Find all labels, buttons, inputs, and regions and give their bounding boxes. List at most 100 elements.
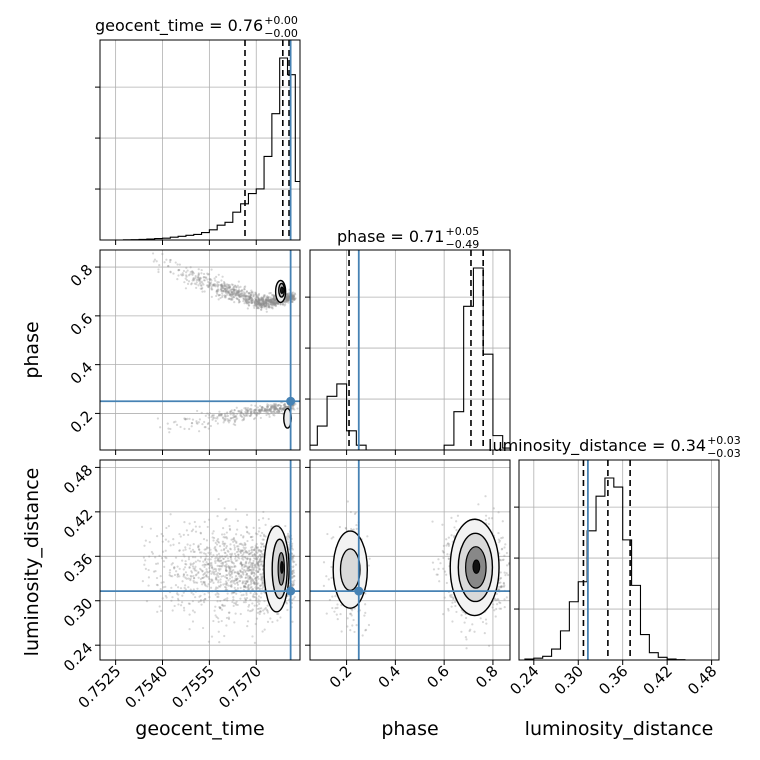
- sample-point: [255, 414, 258, 417]
- sample-point: [248, 559, 252, 562]
- sample-point: [273, 299, 277, 302]
- sample-point: [193, 277, 196, 280]
- sample-point: [291, 584, 294, 587]
- sample-point: [235, 578, 238, 581]
- sample-point: [284, 303, 287, 306]
- title-luminosity_distance: luminosity_distance = 0.34 +0.03−0.03: [488, 434, 741, 460]
- sample-point: [218, 293, 222, 297]
- sample-point: [199, 594, 202, 597]
- sample-point: [222, 557, 225, 560]
- sample-point: [219, 413, 222, 416]
- sample-point: [250, 409, 253, 412]
- sample-point: [277, 409, 280, 412]
- sample-point: [254, 291, 257, 294]
- sample-point: [229, 548, 232, 551]
- sample-point: [182, 573, 186, 576]
- sample-point: [251, 568, 255, 571]
- sample-point: [279, 407, 282, 411]
- sample-point: [225, 569, 228, 573]
- sample-point: [242, 299, 245, 303]
- sample-point: [504, 543, 507, 546]
- sample-point: [209, 553, 212, 556]
- sample-point: [501, 558, 504, 562]
- sample-point: [250, 571, 253, 574]
- sample-point: [234, 294, 237, 297]
- sample-point: [445, 573, 448, 576]
- sample-point: [223, 634, 226, 638]
- sample-point: [443, 570, 447, 573]
- sample-point: [229, 293, 232, 296]
- sample-point: [221, 563, 224, 566]
- sample-point: [155, 260, 158, 263]
- sample-point: [239, 413, 242, 416]
- sample-point: [250, 577, 253, 580]
- sample-point: [254, 298, 258, 301]
- sample-point: [249, 575, 252, 579]
- sample-point: [230, 293, 233, 296]
- sample-point: [246, 409, 250, 412]
- sample-point: [242, 417, 246, 420]
- sample-point: [270, 304, 274, 307]
- sample-point: [225, 569, 228, 572]
- sample-point: [233, 288, 236, 291]
- sample-point: [282, 302, 285, 306]
- sample-point: [258, 610, 261, 614]
- contour-core: [280, 560, 284, 574]
- sample-point: [237, 572, 240, 575]
- sample-point: [244, 586, 247, 589]
- sample-point: [511, 562, 513, 564]
- sample-point: [253, 581, 256, 584]
- sample-point: [286, 298, 289, 301]
- sample-point: [220, 555, 223, 558]
- sample-point: [272, 304, 275, 307]
- sample-point: [231, 570, 234, 573]
- sample-point: [294, 297, 297, 300]
- contour-core: [280, 286, 284, 295]
- sample-point: [227, 564, 230, 568]
- sample-point: [292, 295, 295, 299]
- sample-point: [487, 522, 491, 526]
- sample-point: [161, 540, 164, 543]
- sample-point: [270, 299, 273, 303]
- sample-point: [256, 305, 259, 308]
- sample-point: [499, 581, 502, 584]
- sample-point: [216, 553, 219, 557]
- sample-point: [254, 577, 257, 580]
- sample-point: [287, 298, 290, 302]
- sample-point: [242, 585, 246, 588]
- sample-point: [228, 285, 232, 289]
- sample-point: [240, 290, 243, 293]
- sample-point: [291, 571, 294, 574]
- sample-point: [272, 303, 275, 306]
- sample-point: [226, 592, 229, 595]
- sample-point: [450, 516, 453, 520]
- sample-point: [197, 548, 201, 551]
- sample-point: [264, 300, 268, 303]
- sample-point: [226, 599, 229, 602]
- sample-point: [211, 288, 214, 291]
- sample-point: [282, 406, 285, 409]
- sample-point: [268, 407, 271, 411]
- sample-point: [217, 541, 221, 544]
- sample-point: [208, 283, 211, 287]
- sample-point: [226, 597, 229, 600]
- sample-point: [287, 536, 290, 539]
- sample-point: [250, 568, 253, 571]
- sample-point: [286, 298, 290, 301]
- sample-point: [203, 420, 206, 424]
- sample-point: [233, 418, 236, 422]
- sample-point: [206, 525, 209, 529]
- sample-point: [250, 562, 254, 565]
- sample-point: [490, 517, 494, 520]
- sample-point: [245, 413, 248, 416]
- sample-point: [236, 583, 240, 586]
- sample-point: [253, 409, 256, 412]
- title-label: luminosity_distance = 0.34: [488, 436, 706, 456]
- sample-point: [291, 406, 294, 409]
- sample-point: [273, 408, 276, 411]
- sample-point: [188, 628, 191, 631]
- sample-point: [211, 414, 214, 417]
- sample-point: [258, 560, 261, 563]
- sample-point: [473, 630, 476, 633]
- sample-point: [256, 302, 259, 306]
